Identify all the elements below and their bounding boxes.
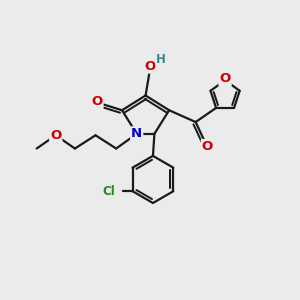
Text: N: N bbox=[131, 127, 142, 140]
Text: O: O bbox=[50, 129, 61, 142]
Text: O: O bbox=[144, 60, 156, 73]
Text: O: O bbox=[92, 95, 103, 108]
Text: O: O bbox=[220, 72, 231, 85]
Text: H: H bbox=[156, 53, 166, 66]
Text: Cl: Cl bbox=[103, 185, 116, 198]
Text: O: O bbox=[202, 140, 213, 153]
